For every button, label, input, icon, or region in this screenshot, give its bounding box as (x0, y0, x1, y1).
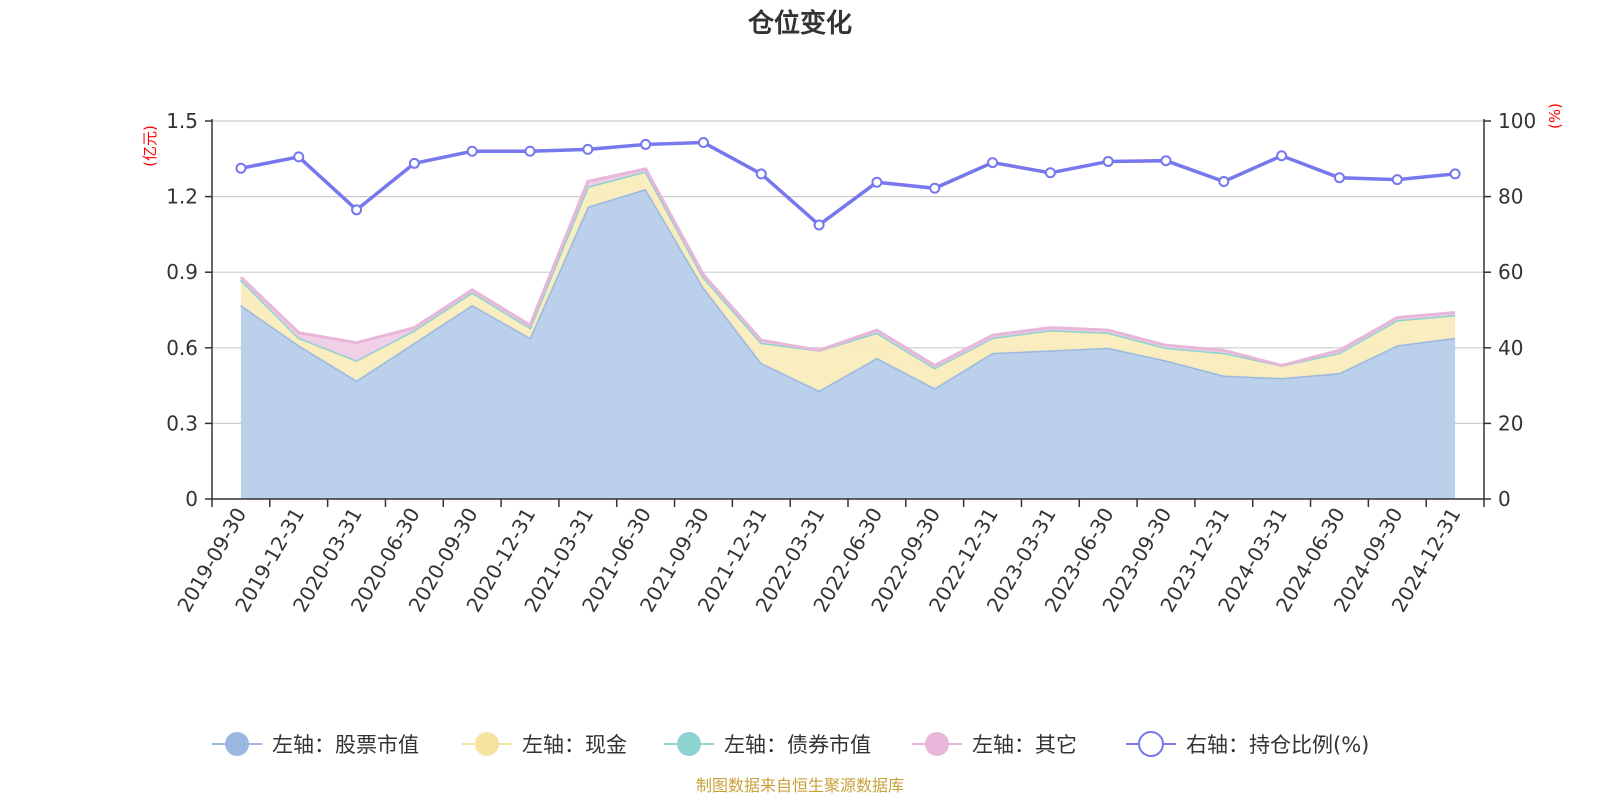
ratio-point (466, 145, 478, 157)
ratio-point (1276, 150, 1288, 162)
ratio-point (408, 157, 420, 169)
right-tick-label: 80 (1498, 185, 1523, 209)
ratio-point (1333, 172, 1345, 184)
ratio-point (293, 151, 305, 163)
left-tick-label: 1.2 (166, 185, 198, 209)
ratio-point (871, 176, 883, 188)
legend-label: 左轴：债券市值 (724, 733, 871, 757)
left-tick-label: 0 (185, 487, 198, 511)
right-tick-label: 0 (1498, 487, 1511, 511)
left-tick-label: 0.3 (166, 411, 198, 435)
legend-label: 左轴：现金 (522, 733, 627, 757)
right-axis-unit: (%) (1546, 103, 1564, 129)
legend-marker (225, 732, 249, 756)
legend-label: 左轴：股票市值 (272, 733, 419, 757)
legend-label: 左轴：其它 (972, 733, 1077, 757)
ratio-line (240, 140, 1456, 228)
ratio-line-group (235, 137, 1461, 231)
left-tick-label: 0.6 (166, 336, 198, 360)
ratio-point (235, 162, 247, 174)
right-tick-label: 40 (1498, 336, 1523, 360)
ratio-point (1160, 155, 1172, 167)
ratio-point (1044, 167, 1056, 179)
chart-title: 仓位变化 (747, 8, 852, 39)
left-tick-label: 0.9 (166, 260, 198, 284)
stacked-areas (239, 167, 1456, 500)
ratio-point (1391, 174, 1403, 186)
ratio-point (697, 137, 709, 149)
legend-marker (475, 732, 499, 756)
legend-marker (1138, 731, 1164, 757)
ratio-point (1102, 155, 1114, 167)
left-tick-label: 1.5 (166, 109, 198, 133)
ratio-point (755, 168, 767, 180)
ratio-point (1218, 175, 1230, 187)
legend-marker (677, 732, 701, 756)
legend: 左轴：股票市值 左轴：现金 左轴：债券市值 左轴：其它 右轴：持仓比例(%) (212, 731, 1369, 757)
right-tick-label: 100 (1498, 109, 1536, 133)
right-tick-label: 20 (1498, 411, 1523, 435)
ratio-point (929, 182, 941, 194)
ratio-point (524, 145, 536, 157)
legend-marker (925, 732, 949, 756)
area-左轴：其它 (240, 168, 1456, 368)
ratio-point (813, 219, 825, 231)
ratio-point (987, 157, 999, 169)
area-左轴：现金 (240, 171, 1456, 391)
ratio-point (640, 138, 652, 150)
ratio-point (351, 204, 363, 216)
source-note: 制图数据来自恒生聚源数据库 (696, 776, 904, 795)
area-edge-左轴：其它 (239, 167, 1456, 368)
ratio-point (1449, 168, 1461, 180)
legend-label: 右轴：持仓比例(%) (1186, 733, 1369, 757)
area-左轴：股票市值 (240, 189, 1456, 500)
left-axis-unit: (亿元) (141, 125, 159, 167)
right-tick-label: 60 (1498, 260, 1523, 284)
ratio-point (582, 143, 594, 155)
